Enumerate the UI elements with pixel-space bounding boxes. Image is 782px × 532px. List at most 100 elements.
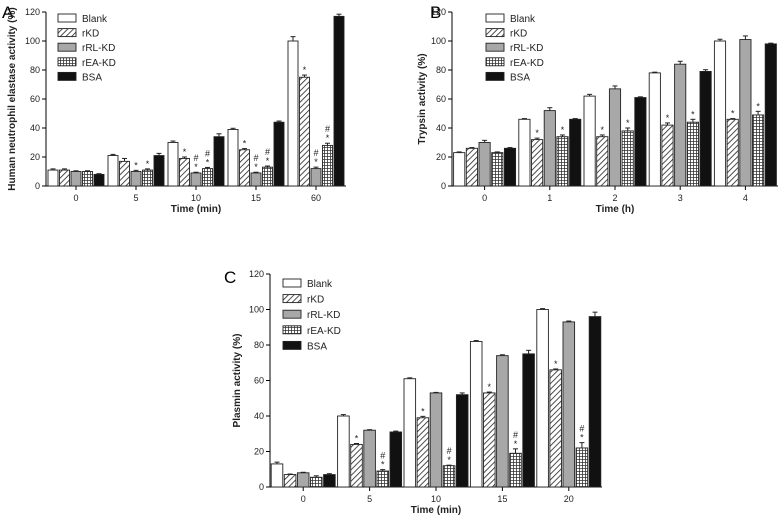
panel-a-significance-marker: * <box>146 159 150 169</box>
panel-a-bar-blank-60 <box>287 40 299 187</box>
panel-a-significance-marker: * <box>134 160 138 170</box>
panel-b-x-tick-label: 4 <box>743 193 748 203</box>
panel-a-bar-rkd-10 <box>179 157 190 187</box>
panel-a-y-axis-label: Human neutrophil elastase activity (%) <box>7 7 18 190</box>
panel-b-legend-swatch-rrl-kd <box>485 42 505 52</box>
panel-b-significance-marker: * <box>756 101 760 111</box>
panel-c-significance-marker: # <box>447 446 452 456</box>
panel-b-legend-swatch-rea-kd <box>485 57 505 67</box>
panel-b-bar-bsa-0 <box>503 147 517 187</box>
panel-a-legend-label-rea-kd: rEA-KD <box>82 58 116 69</box>
panel-c-x-tick-label: 20 <box>564 494 574 504</box>
panel-c-bar-bsa-0 <box>323 474 336 488</box>
panel-b-legend-swatch-rkd <box>485 28 505 38</box>
panel-c-bar-bsa-15 <box>522 353 535 488</box>
panel-c-bar-rrl-kd-0 <box>296 472 310 488</box>
panel-b-y-axis-label: Trypsin activity (%) <box>417 53 428 144</box>
panel-a-bar-blank-15 <box>227 128 239 187</box>
panel-b-x-tick-label: 1 <box>547 193 552 203</box>
panel-c-significance-marker: * <box>554 359 558 369</box>
panel-c-legend-swatch-blank <box>282 278 302 288</box>
panel-b-x-tick-label: 2 <box>612 193 617 203</box>
panel-c-bar-blank-10 <box>403 378 417 488</box>
panel-b-bar-rea-kd-2 <box>621 130 634 187</box>
panel-b-y-tick-label: 0 <box>441 181 446 191</box>
panel-b-bar-rkd-1 <box>531 139 544 187</box>
panel-c-bar-rrl-kd-5 <box>363 429 376 488</box>
panel-c-x-tick-label: 10 <box>431 494 441 504</box>
panel-c-bar-blank-0 <box>270 463 284 488</box>
panel-c-x-tick-label: 5 <box>367 494 372 504</box>
panel-a-bar-rrl-kd-0 <box>70 171 82 187</box>
panel-a-significance-marker: # <box>205 148 210 158</box>
panel-b-bar-rkd-3 <box>661 124 674 187</box>
panel-a-significance-marker: * <box>206 157 210 167</box>
panel-b-legend-label-blank: Blank <box>510 14 536 25</box>
panel-c-significance-marker: # <box>380 451 385 461</box>
panel-b-y-tick-label: 60 <box>436 94 446 104</box>
panel-c-y-tick-label: 100 <box>249 305 264 315</box>
panel-b-bar-rkd-0 <box>465 147 478 187</box>
panel-c-legend-label-rea-kd: rEA-KD <box>307 326 341 337</box>
panel-a-bar-rea-kd-15 <box>262 166 273 187</box>
panel-a-legend-label-bsa: BSA <box>82 72 102 83</box>
panel-a-bar-rkd-0 <box>59 169 70 187</box>
panel-b-significance-marker: * <box>601 125 605 135</box>
panel-a-bar-bsa-5 <box>153 155 165 187</box>
panel-b-bar-rea-kd-0 <box>491 152 504 187</box>
panel-c-bar-bsa-20 <box>588 316 602 488</box>
panel-c-bar-bsa-5 <box>389 431 403 488</box>
panel-b-x-axis-label: Time (h) <box>596 204 635 215</box>
panel-c-significance-marker: * <box>421 406 425 416</box>
panel-c-x-tick-label: 15 <box>497 494 507 504</box>
panel-b-legend-label-bsa: BSA <box>510 72 530 83</box>
panel-c-legend-swatch-rkd <box>282 294 302 304</box>
panel-c-significance-marker: # <box>579 424 584 434</box>
panel-b-significance-marker: * <box>691 109 695 119</box>
panel-b-bar-blank-0 <box>453 152 466 187</box>
panel-b-significance-marker: * <box>626 118 630 128</box>
panel-c-legend-swatch-rea-kd <box>282 325 302 335</box>
panel-b-bar-blank-4 <box>713 40 727 187</box>
panel-a-label: A <box>2 3 14 22</box>
panel-b-significance-marker: * <box>731 109 735 119</box>
panel-b-bar-bsa-4 <box>764 43 777 187</box>
panel-c-bar-blank-15 <box>469 341 483 488</box>
panel-a-bar-rea-kd-60 <box>322 144 333 187</box>
panel-c-x-axis-label: Time (min) <box>411 505 461 516</box>
panel-a-bar-rkd-5 <box>119 160 130 187</box>
panel-a-y-tick-label: 40 <box>30 123 40 133</box>
panel-c-bar-rkd-20 <box>549 369 562 488</box>
panel-a-legend-swatch-rea-kd <box>57 57 77 67</box>
panel-c-y-tick-label: 0 <box>259 482 264 492</box>
panel-c-bar-rea-kd-10 <box>442 465 456 488</box>
panel-b-bar-rrl-kd-1 <box>543 110 556 187</box>
panel-c-legend-label-rkd: rKD <box>307 295 324 306</box>
panel-c-x-tick-label: 0 <box>301 494 306 504</box>
panel-a-legend-label-rrl-kd: rRL-KD <box>82 43 115 54</box>
panel-c-y-axis-label: Plasmin activity (%) <box>232 334 243 428</box>
panel-c-significance-marker: * <box>447 455 451 465</box>
panel-b-bar-blank-2 <box>583 95 596 187</box>
panel-b-bar-rea-kd-1 <box>556 136 569 187</box>
panel-a-legend-swatch-blank <box>57 13 77 23</box>
panel-a-bar-rea-kd-5 <box>142 169 153 187</box>
panel-b-y-tick-label: 120 <box>431 7 446 17</box>
panel-b-bar-rea-kd-3 <box>686 121 699 187</box>
panel-a-bar-bsa-60 <box>333 15 345 187</box>
panel-a-bar-rea-kd-10 <box>202 168 213 187</box>
panel-b-bar-rrl-kd-0 <box>478 142 491 187</box>
panel-b-legend-swatch-blank <box>485 13 505 23</box>
panel-b-legend-label-rrl-kd: rRL-KD <box>510 43 543 54</box>
panel-a-x-tick-label: 15 <box>251 193 261 203</box>
panel-c-bar-bsa-10 <box>455 394 469 488</box>
panel-b-bar-rkd-2 <box>596 136 609 187</box>
panel-b-label: B <box>430 3 441 22</box>
panel-a-y-tick-label: 120 <box>25 7 40 17</box>
panel-c-legend-swatch-bsa <box>282 340 302 350</box>
panel-c-significance-marker: * <box>514 439 518 449</box>
panel-c-bar-blank-20 <box>536 309 549 488</box>
panel-a-legend-swatch-rrl-kd <box>57 42 77 52</box>
